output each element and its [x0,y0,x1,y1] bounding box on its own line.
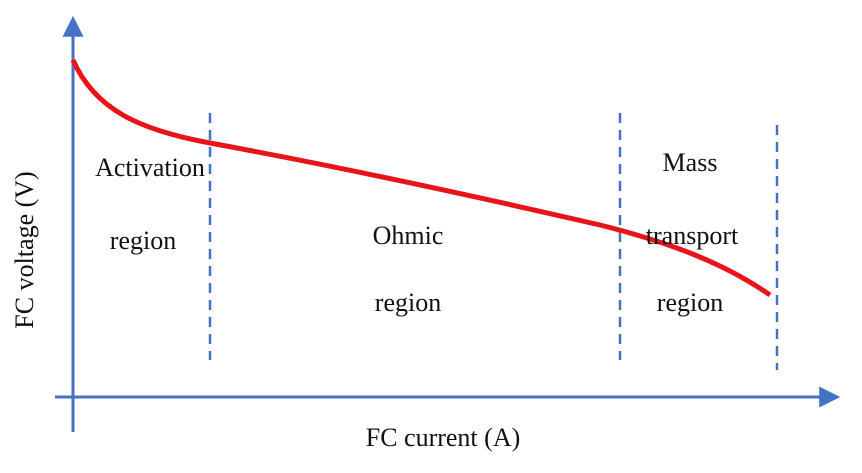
polarization-curve [70,58,772,298]
region-label: Ohmic [373,221,444,250]
region-dividers [208,113,779,370]
region-label: region [657,288,723,317]
region-label: Mass [663,148,718,177]
region-label: region [110,226,176,255]
region-label: region [375,288,441,317]
region-label: Activation [95,153,205,182]
x-axis-label: FC current (A) [366,423,521,452]
region-label: transport [646,221,739,250]
y-axis-label: FC voltage (V) [10,171,39,328]
